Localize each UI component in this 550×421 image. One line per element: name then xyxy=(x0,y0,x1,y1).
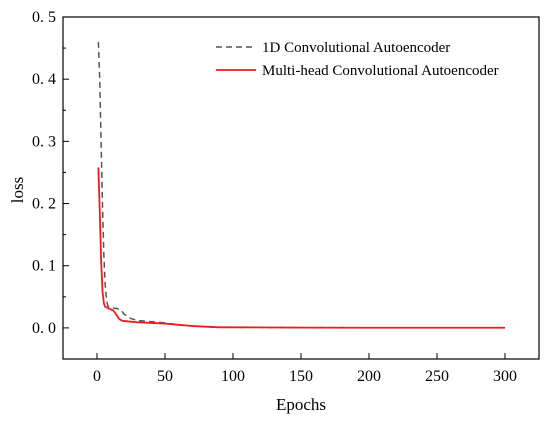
y-axis: 0. 0 0. 1 0. 2 0. 3 0. 4 0. 5 xyxy=(32,9,69,337)
series-line-1d-cae xyxy=(97,41,505,329)
x-tick-label: 200 xyxy=(357,368,381,385)
legend: 1D Convolutional Autoencoder Multi-head … xyxy=(216,40,499,79)
x-tick-label: 100 xyxy=(221,368,245,385)
y-tick-label: 0. 3 xyxy=(32,133,56,150)
y-axis-title: loss xyxy=(8,177,27,203)
x-tick-label: 0 xyxy=(93,368,101,385)
legend-label-1d-cae: 1D Convolutional Autoencoder xyxy=(262,40,450,56)
series-line-multihead-cae xyxy=(97,167,505,329)
x-tick-label: 150 xyxy=(289,368,313,385)
x-tick-label: 50 xyxy=(157,368,173,385)
x-axis-title: Epochs xyxy=(276,395,326,414)
y-tick-label: 0. 5 xyxy=(32,9,56,26)
legend-label-multihead-cae: Multi-head Convolutional Autoencoder xyxy=(262,63,499,79)
x-tick-label: 300 xyxy=(493,368,517,385)
y-tick-label: 0. 2 xyxy=(32,196,56,213)
series-layer xyxy=(97,41,505,329)
y-tick-label: 0. 4 xyxy=(32,71,56,88)
x-axis: 0 50 100 150 200 250 300 xyxy=(93,353,517,385)
y-tick-label: 0. 0 xyxy=(32,320,56,337)
x-tick-label: 250 xyxy=(425,368,449,385)
y-tick-label: 0. 1 xyxy=(32,258,56,275)
